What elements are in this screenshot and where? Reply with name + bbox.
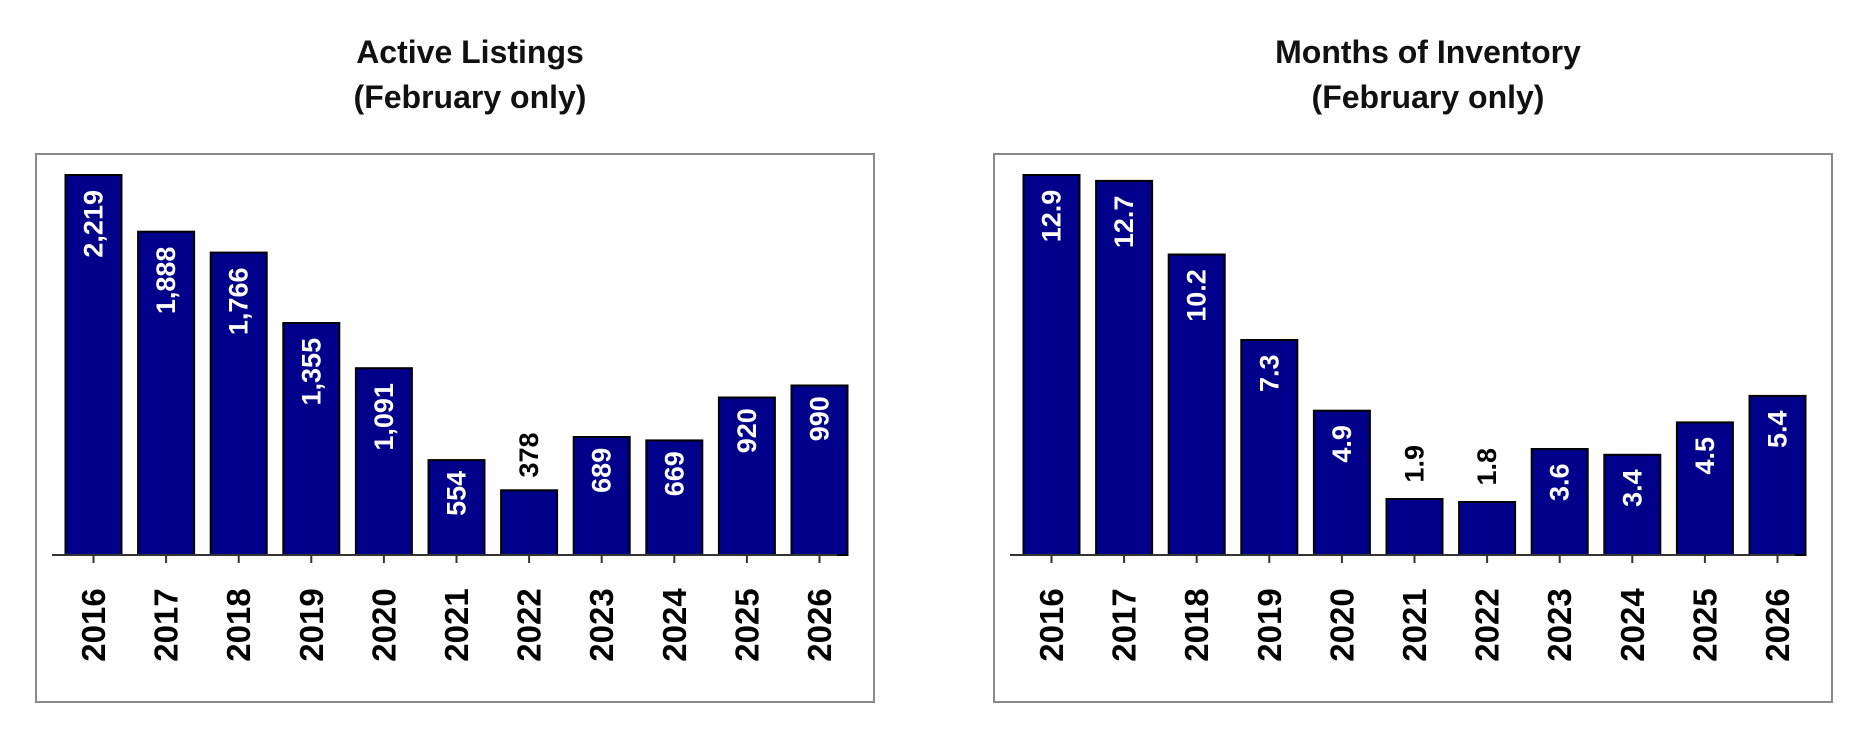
x-tick-label: 2016 bbox=[1033, 588, 1070, 661]
data-label: 1,091 bbox=[369, 383, 399, 451]
bar bbox=[137, 230, 196, 556]
data-label: 10.2 bbox=[1182, 269, 1212, 322]
bar bbox=[1675, 421, 1734, 556]
x-tick-label: 2023 bbox=[1541, 588, 1578, 661]
data-label: 2,219 bbox=[79, 190, 109, 258]
data-label: 1.8 bbox=[1472, 448, 1502, 486]
x-tick-label: 2019 bbox=[293, 588, 330, 661]
x-tick-label: 2023 bbox=[583, 588, 620, 661]
x-tick-label: 2024 bbox=[1614, 588, 1651, 662]
data-label: 1,355 bbox=[296, 338, 326, 406]
active-listings-chart: Active Listings (February only) 2,219 201… bbox=[30, 0, 910, 736]
bar bbox=[790, 384, 849, 556]
chart-frame: 2,219 2016 1,888 2017 1,766 2018 1,355 2019 1,09… bbox=[35, 153, 875, 703]
x-tick-label: 2020 bbox=[365, 588, 402, 661]
x-tick-label: 2021 bbox=[1396, 588, 1433, 661]
x-tick-label: 2021 bbox=[438, 588, 475, 661]
months-of-inventory-chart: Months of Inventory (February only) 12.9… bbox=[988, 0, 1868, 736]
data-label: 5.4 bbox=[1763, 410, 1793, 448]
x-tick-label: 2026 bbox=[801, 588, 838, 661]
x-tick-label: 2018 bbox=[220, 588, 257, 661]
bar bbox=[1748, 394, 1807, 556]
bar bbox=[1458, 501, 1517, 556]
data-label: 1.9 bbox=[1400, 445, 1430, 483]
data-label: 669 bbox=[659, 451, 689, 496]
data-label: 378 bbox=[514, 432, 544, 477]
data-label: 1,888 bbox=[151, 247, 181, 315]
bar bbox=[1240, 339, 1299, 556]
data-label: 3.4 bbox=[1617, 469, 1647, 507]
x-tick-label: 2025 bbox=[728, 588, 765, 661]
bar bbox=[1530, 448, 1589, 556]
data-label: 689 bbox=[587, 448, 617, 493]
bar bbox=[1312, 409, 1371, 556]
bar-chart-svg: 2,219 2016 1,888 2017 1,766 2018 1,355 2019 1,09… bbox=[52, 174, 849, 662]
chart-title-line1: Months of Inventory bbox=[1275, 34, 1581, 70]
chart-frame: 12.9 2016 12.7 2017 10.2 2018 7.3 2019 4.9 2020 1.… bbox=[993, 153, 1833, 703]
data-label: 990 bbox=[805, 396, 835, 441]
data-label: 7.3 bbox=[1254, 354, 1284, 392]
bar bbox=[1385, 498, 1444, 556]
chart-title-line2: (February only) bbox=[353, 79, 587, 115]
x-tick-label: 2022 bbox=[1469, 588, 1506, 661]
data-label: 920 bbox=[732, 408, 762, 453]
chart-title: Active Listings (February only) bbox=[30, 30, 910, 120]
x-tick-label: 2018 bbox=[1178, 588, 1215, 661]
x-tick-label: 2022 bbox=[511, 588, 548, 661]
x-tick-label: 2019 bbox=[1251, 588, 1288, 661]
x-tick-label: 2016 bbox=[75, 588, 112, 661]
bar bbox=[717, 396, 776, 556]
bar bbox=[64, 174, 123, 556]
chart-title-line1: Active Listings bbox=[356, 34, 584, 70]
bar bbox=[500, 489, 559, 556]
bar bbox=[427, 459, 486, 557]
chart-title-line2: (February only) bbox=[1311, 79, 1545, 115]
x-tick-label: 2017 bbox=[1106, 588, 1143, 661]
data-label: 554 bbox=[442, 471, 472, 516]
data-label: 1,766 bbox=[224, 268, 254, 336]
bar bbox=[209, 251, 268, 556]
bar bbox=[354, 367, 413, 556]
x-tick-label: 2017 bbox=[148, 588, 185, 661]
data-label: 3.6 bbox=[1545, 463, 1575, 501]
data-label: 4.9 bbox=[1327, 425, 1357, 463]
x-tick-label: 2024 bbox=[656, 588, 693, 662]
bar bbox=[645, 439, 704, 556]
bar bbox=[1022, 174, 1081, 556]
x-tick-label: 2020 bbox=[1323, 588, 1360, 661]
chart-title: Months of Inventory (February only) bbox=[988, 30, 1868, 120]
data-label: 12.7 bbox=[1109, 196, 1139, 249]
data-label: 12.9 bbox=[1037, 190, 1067, 243]
data-label: 4.5 bbox=[1690, 437, 1720, 475]
x-tick-label: 2025 bbox=[1686, 588, 1723, 661]
bar-chart-svg: 12.9 2016 12.7 2017 10.2 2018 7.3 2019 4.9 2020 1.… bbox=[1010, 174, 1807, 662]
x-tick-label: 2026 bbox=[1759, 588, 1796, 661]
bar bbox=[572, 436, 631, 556]
